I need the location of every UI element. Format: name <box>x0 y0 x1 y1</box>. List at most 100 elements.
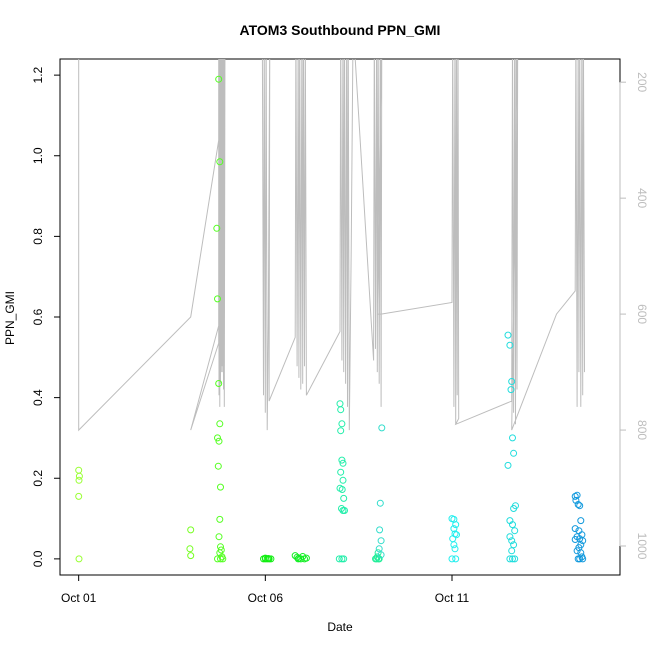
data-point <box>264 555 272 562</box>
right-axis-tick-label: 600 <box>635 304 649 324</box>
data-point <box>510 541 518 549</box>
data-point <box>261 554 269 562</box>
data-point <box>506 555 514 563</box>
data-point <box>186 545 194 553</box>
chart-title: ATOM3 Southbound PPN_GMI <box>240 22 441 38</box>
data-point <box>75 472 83 480</box>
data-point <box>375 545 383 553</box>
data-point <box>341 507 348 514</box>
x-axis: Oct 01 Oct 06 Oct 11 <box>61 574 470 605</box>
data-point <box>576 502 584 510</box>
right-axis-tick-label: 200 <box>635 72 649 92</box>
data-point <box>508 547 516 555</box>
data-point <box>337 468 345 476</box>
data-point <box>452 521 460 529</box>
data-point <box>572 496 580 504</box>
secondary-line-layer <box>78 59 585 432</box>
data-point <box>571 536 579 543</box>
data-point <box>213 224 221 232</box>
data-point <box>216 158 224 166</box>
y-tick-label: 0.6 <box>31 308 45 325</box>
data-point <box>450 525 458 533</box>
data-point <box>576 555 584 563</box>
points-layer <box>75 75 587 563</box>
data-point <box>509 434 516 442</box>
data-point <box>509 555 516 563</box>
right-axis-tick-label: 800 <box>635 420 649 440</box>
data-point <box>216 515 224 523</box>
x-axis-label: Date <box>327 620 353 634</box>
data-point <box>215 437 223 445</box>
data-point <box>336 400 344 408</box>
data-point <box>75 476 83 484</box>
x-tick-label: Oct 11 <box>435 591 470 605</box>
data-point <box>449 535 457 543</box>
right-axis-tick-label: 400 <box>635 188 649 208</box>
y-tick-label: 0.2 <box>31 470 45 487</box>
data-point <box>214 295 221 303</box>
data-point <box>571 525 579 533</box>
data-point <box>215 533 223 541</box>
right-axis: 200 400 600 800 1000 <box>619 72 649 560</box>
data-point <box>187 526 195 534</box>
data-point <box>376 526 384 534</box>
data-point <box>75 555 83 563</box>
data-point <box>507 386 515 394</box>
data-point <box>508 537 516 545</box>
data-point <box>373 555 381 563</box>
data-point <box>504 331 512 339</box>
data-point <box>214 434 221 442</box>
data-point <box>215 380 223 387</box>
data-point <box>214 462 222 470</box>
data-point <box>217 483 224 491</box>
data-point <box>338 420 346 428</box>
y-tick-label: 0.0 <box>31 550 45 567</box>
data-point <box>448 555 456 563</box>
data-point <box>510 449 518 457</box>
data-point <box>339 459 347 467</box>
data-point <box>577 517 585 525</box>
data-point <box>506 341 514 349</box>
data-point <box>511 527 519 535</box>
data-point <box>302 554 310 562</box>
data-point <box>510 505 518 512</box>
x-tick-label: Oct 06 <box>248 591 284 605</box>
data-point <box>579 537 587 545</box>
data-point <box>573 547 581 555</box>
x-tick-label: Oct 01 <box>61 591 97 605</box>
secondary-series-line <box>78 59 585 432</box>
data-point <box>450 541 458 549</box>
data-point <box>214 555 221 563</box>
data-point <box>571 492 579 500</box>
right-axis-tick-label: 1000 <box>635 533 649 560</box>
data-point <box>574 501 582 508</box>
data-point <box>335 555 343 563</box>
data-point <box>216 420 224 428</box>
data-point <box>294 555 302 563</box>
data-point <box>217 555 224 563</box>
data-point <box>338 486 346 493</box>
data-point <box>340 494 348 502</box>
data-point <box>219 555 227 563</box>
data-point <box>453 531 460 539</box>
y-tick-label: 0.8 <box>31 228 45 245</box>
y-tick-label: 1.2 <box>31 66 45 83</box>
y-tick-label: 1.0 <box>31 147 45 164</box>
data-point <box>338 456 346 464</box>
data-point <box>340 555 348 563</box>
data-point <box>75 466 83 474</box>
data-point <box>337 427 345 435</box>
data-point <box>377 551 385 559</box>
y-axis-label: PPN_GMI <box>3 291 17 345</box>
data-point <box>337 406 345 414</box>
data-point <box>508 378 516 385</box>
data-point <box>504 461 512 469</box>
data-point <box>511 555 519 563</box>
data-point <box>187 552 195 560</box>
data-point <box>339 476 347 484</box>
data-point <box>506 533 514 541</box>
data-point <box>378 424 386 432</box>
data-point <box>579 555 587 563</box>
data-point <box>451 545 459 553</box>
